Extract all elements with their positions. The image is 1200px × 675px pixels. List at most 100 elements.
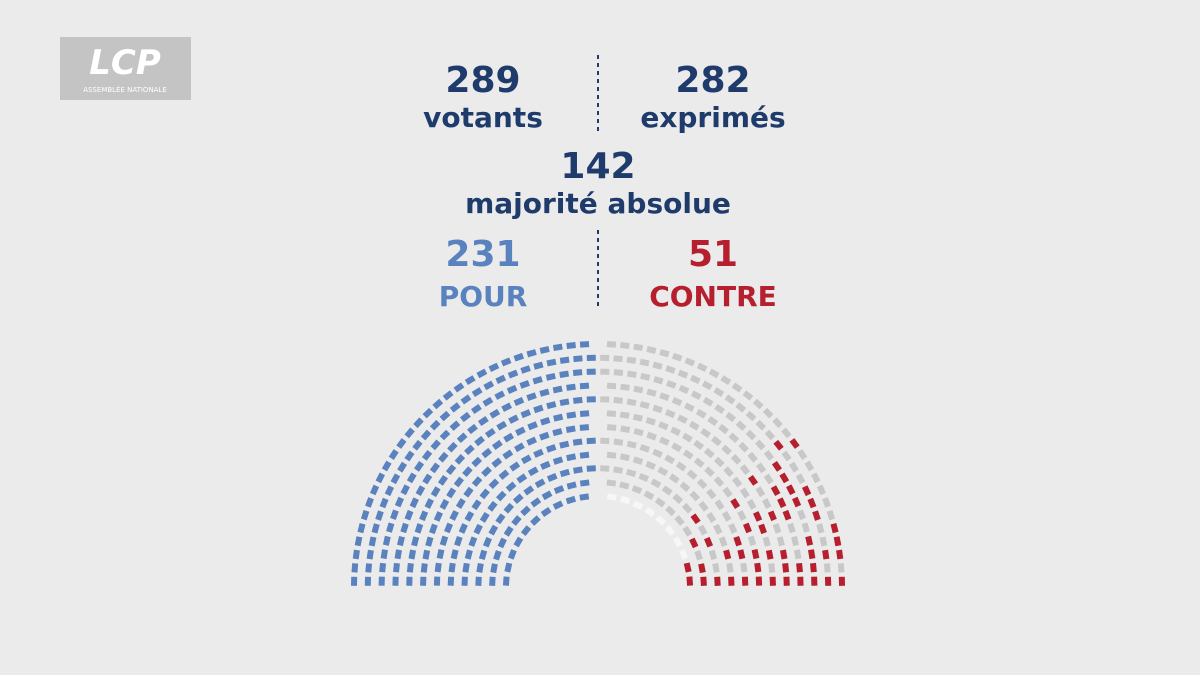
seat <box>432 398 444 410</box>
seat <box>690 513 701 525</box>
seat <box>779 472 790 484</box>
seat <box>626 440 637 449</box>
seat <box>532 376 543 385</box>
seat <box>812 510 821 521</box>
seat <box>755 576 763 586</box>
seat <box>464 375 476 386</box>
seat <box>811 472 821 484</box>
seat <box>400 522 409 534</box>
seat <box>735 402 747 413</box>
seat <box>830 523 839 534</box>
seat <box>796 562 803 573</box>
seat <box>400 484 410 496</box>
seat <box>369 484 380 496</box>
seat <box>368 536 377 547</box>
seat <box>730 498 741 509</box>
seat <box>714 404 726 415</box>
seat <box>512 493 524 505</box>
seat <box>632 500 644 510</box>
seat <box>507 369 519 379</box>
seat <box>453 476 465 488</box>
seat <box>468 536 478 547</box>
seat <box>652 361 663 370</box>
seat <box>755 486 766 498</box>
seat <box>690 390 702 400</box>
seat <box>442 390 454 401</box>
seat <box>519 380 530 389</box>
seat <box>429 523 438 535</box>
seat <box>794 549 802 560</box>
seat <box>620 383 630 391</box>
seat <box>703 447 715 459</box>
seat <box>388 449 399 460</box>
seat <box>494 390 506 400</box>
seat <box>497 537 507 549</box>
seat <box>474 435 485 447</box>
seat <box>453 382 465 393</box>
seat <box>686 576 694 586</box>
seat <box>540 506 552 517</box>
seat <box>586 437 596 445</box>
seat <box>718 536 728 547</box>
seat <box>645 417 656 426</box>
seat <box>364 576 372 586</box>
seat <box>406 576 413 586</box>
seat <box>664 454 676 465</box>
seat <box>454 454 466 465</box>
logo: LCP ASSEMBLÉE NATIONALE <box>60 37 191 100</box>
seat <box>397 461 408 473</box>
seat <box>786 484 796 496</box>
seat <box>731 382 743 393</box>
seat <box>654 497 666 508</box>
seat <box>824 576 832 586</box>
seat <box>351 563 359 573</box>
seat <box>520 454 532 465</box>
seat <box>456 432 468 444</box>
seat <box>448 562 456 573</box>
seat <box>488 524 499 536</box>
seat <box>737 549 746 560</box>
seat <box>526 392 537 401</box>
seat <box>764 429 776 441</box>
seat <box>489 576 496 587</box>
seat <box>772 417 783 429</box>
seat <box>490 563 498 574</box>
seat <box>838 576 846 586</box>
seat <box>639 444 651 453</box>
seat <box>523 485 535 496</box>
seat <box>419 510 429 522</box>
seat <box>754 562 762 573</box>
seat <box>559 398 570 407</box>
seat <box>354 536 363 547</box>
seat <box>559 440 570 449</box>
seat <box>714 576 721 586</box>
seat <box>530 515 541 526</box>
seat <box>652 404 663 414</box>
seat <box>792 496 802 508</box>
seat <box>476 563 484 573</box>
seat <box>645 460 656 470</box>
seat <box>509 461 521 472</box>
seat <box>460 394 472 405</box>
seat <box>681 502 693 514</box>
seat <box>731 476 743 488</box>
seat <box>430 439 441 451</box>
seat <box>566 342 576 349</box>
seat <box>646 388 657 397</box>
seat <box>526 436 537 446</box>
seat <box>804 460 815 472</box>
seat <box>721 444 732 456</box>
seat <box>777 497 787 509</box>
seat <box>450 549 459 560</box>
seat <box>534 478 546 489</box>
seat <box>433 511 443 522</box>
seat <box>476 368 488 379</box>
seat <box>546 472 558 482</box>
seat <box>505 481 517 492</box>
seat <box>661 485 673 496</box>
seat <box>384 485 395 497</box>
seat <box>644 506 656 517</box>
seat <box>467 423 478 435</box>
seat <box>553 413 564 422</box>
seat <box>763 449 775 461</box>
